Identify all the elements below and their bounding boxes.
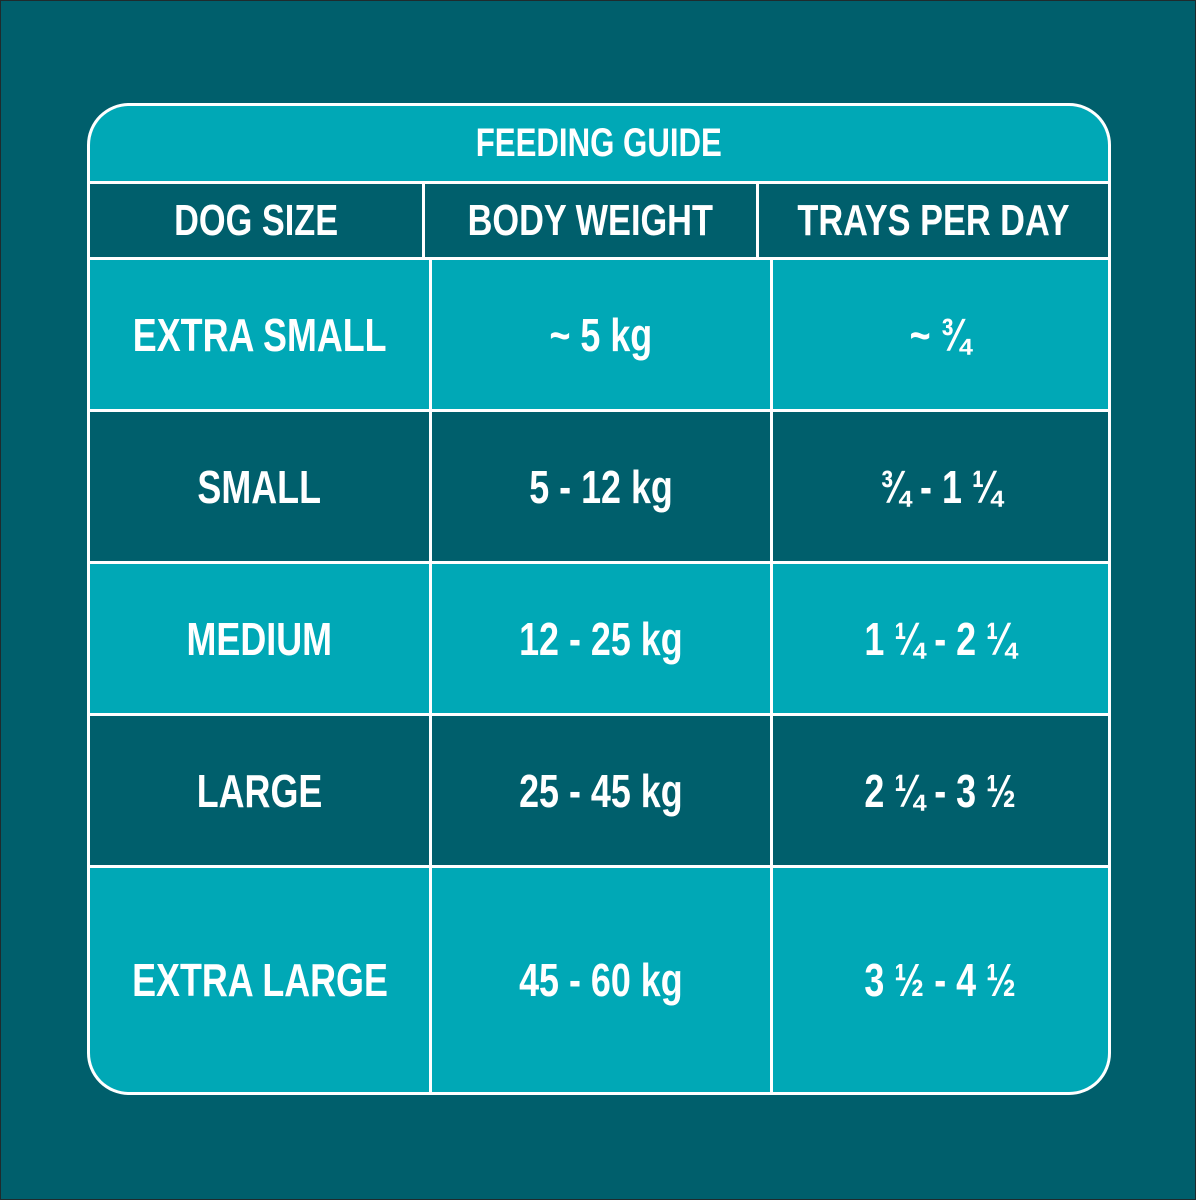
table-row-extra-small: EXTRA SMALL ~ 5 kg ~ ¾ [90,260,1108,412]
cell-trays-per-day: 3 ½ - 4 ½ [770,868,1108,1092]
cell-dog-size: SMALL [197,460,322,513]
cell-trays-per-day: ~ ¾ [770,260,1108,409]
cell-trays-per-day: 2 ¼ - 3 ½ [770,716,1108,865]
table-header-row: DOG SIZE BODY WEIGHT TRAYS PER DAY [90,184,1108,260]
cell-trays-per-day: ¾ - 1 ¼ [770,412,1108,561]
table-row-large: LARGE 25 - 45 kg 2 ¼ - 3 ½ [90,716,1108,868]
cell-dog-size: EXTRA LARGE [131,954,388,1006]
cell-body-weight: ~ 5 kg [429,260,770,409]
cell-body-weight: 45 - 60 kg [429,868,770,1092]
cell-body-weight: 5 - 12 kg [429,412,770,561]
cell-dog-size: EXTRA SMALL [132,308,387,361]
feeding-guide-title-row: FEEDING GUIDE [90,106,1108,184]
column-header-trays-per-day: TRAYS PER DAY [756,184,1108,257]
column-header-body-weight: BODY WEIGHT [422,184,756,257]
table-row-small: SMALL 5 - 12 kg ¾ - 1 ¼ [90,412,1108,564]
cell-dog-size: LARGE [196,764,323,817]
feeding-guide-title: FEEDING GUIDE [475,121,723,165]
table-row-extra-large: EXTRA LARGE 45 - 60 kg 3 ½ - 4 ½ [90,868,1108,1092]
cell-trays-per-day: 1 ¼ - 2 ¼ [770,564,1108,713]
cell-body-weight: 25 - 45 kg [429,716,770,865]
column-header-dog-size: DOG SIZE [174,195,339,245]
feeding-guide-card: FEEDING GUIDE DOG SIZE BODY WEIGHT TRAYS… [87,103,1111,1095]
cell-body-weight: 12 - 25 kg [429,564,770,713]
table-row-medium: MEDIUM 12 - 25 kg 1 ¼ - 2 ¼ [90,564,1108,716]
cell-dog-size: MEDIUM [186,612,333,665]
